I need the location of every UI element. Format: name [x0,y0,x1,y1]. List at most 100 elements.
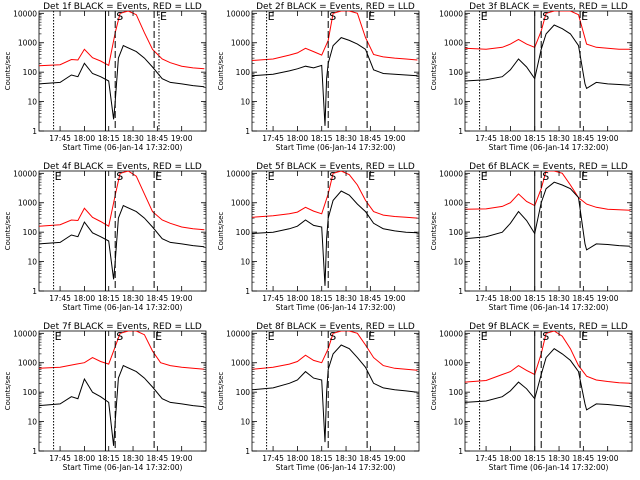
y-axis-label: Counts/sec [4,52,12,91]
x-tick-label: 17:45 [49,294,71,303]
y-tick-label: 10 [240,258,250,267]
series-line-red [39,171,205,231]
plot-frame [38,330,207,452]
x-tick-label: 17:45 [49,134,71,143]
x-axis-label: Start Time (06-Jan-14 17:32:00) [276,143,396,152]
event-marker-label: S [329,10,336,23]
y-tick-label: 100 [449,388,464,397]
y-tick-label: 10 [27,418,37,427]
x-tick-label: 18:45 [360,454,382,463]
y-tick-label: 1000 [444,199,463,208]
y-tick-label: 10000 [439,329,463,338]
event-marker-label: E [481,170,488,183]
series-line-black [252,37,418,126]
series-line-black [252,190,418,286]
x-tick-label: 18:30 [335,294,357,303]
x-axis-label: Start Time (06-Jan-14 17:32:00) [489,463,609,472]
y-tick-label: 100 [23,228,38,237]
x-axis-label: Start Time (06-Jan-14 17:32:00) [63,463,183,472]
event-marker-label: E [55,170,62,183]
event-marker-label: E [581,170,588,183]
event-marker-label: E [55,330,62,343]
plot-frame [38,170,207,292]
x-tick-label: 18:45 [147,294,169,303]
panel-title: Det 4f BLACK = Events, RED = LLD [43,162,202,172]
x-tick-label: 17:45 [262,134,284,143]
x-tick-label: 18:00 [500,134,522,143]
event-marker-label: E [368,170,375,183]
event-marker-label: E [481,10,488,23]
x-tick-label: 18:00 [74,294,96,303]
detector-panel: S E 1 10 100 1000 10000 17:45 18:00 18:15 18:30 18:… [4,2,207,152]
x-axis-label: Start Time (06-Jan-14 17:32:00) [489,143,609,152]
x-tick-label: 19:00 [171,134,193,143]
detector-panel: E S E 1 10 100 1000 10000 17:45 18:00 18:15 18:30 18… [217,322,420,472]
y-axis-label: Counts/sec [4,212,12,251]
event-marker-label: E [368,330,375,343]
y-tick-label: 100 [23,68,38,77]
detector-panel: E S E 1 10 100 1000 10000 17:45 18:00 18:15 18:30 18… [217,2,420,152]
event-marker-label: S [116,170,123,183]
panel-title: Det 2f BLACK = Events, RED = LLD [256,2,415,12]
panel-title: Det 7f BLACK = Events, RED = LLD [43,322,202,332]
series-line-red [465,331,631,384]
y-axis-label: Counts/sec [217,372,225,411]
x-tick-label: 18:45 [360,294,382,303]
y-tick-label: 100 [236,68,251,77]
y-tick-label: 10 [453,258,463,267]
event-marker-label: E [160,10,167,23]
event-marker-label: E [268,10,275,23]
series-line-red [39,11,205,70]
x-tick-label: 18:30 [548,134,570,143]
x-axis-label: Start Time (06-Jan-14 17:32:00) [276,303,396,312]
x-tick-label: 18:30 [335,454,357,463]
x-tick-label: 18:45 [573,134,595,143]
plot-frame [38,10,207,132]
event-marker-label: E [268,330,275,343]
y-tick-label: 1000 [231,199,250,208]
y-axis-label: Counts/sec [217,212,225,251]
panel-title: Det 6f BLACK = Events, RED = LLD [469,162,628,172]
x-tick-label: 18:45 [147,134,169,143]
event-marker-label: S [542,170,549,183]
series-line-red [252,171,418,219]
y-tick-label: 1 [458,447,463,456]
y-tick-label: 1000 [231,39,250,48]
x-tick-label: 17:45 [475,294,497,303]
panel-title: Det 1f BLACK = Events, RED = LLD [43,2,202,12]
x-tick-label: 18:30 [122,454,144,463]
x-tick-label: 18:30 [548,454,570,463]
x-tick-label: 19:00 [384,454,406,463]
y-axis-label: Counts/sec [430,372,438,411]
panel-title: Det 3f BLACK = Events, RED = LLD [469,2,628,12]
plot-frame [464,10,633,132]
x-tick-label: 19:00 [597,134,619,143]
x-tick-label: 18:15 [524,454,546,463]
x-tick-label: 17:45 [262,294,284,303]
y-tick-label: 1 [458,287,463,296]
y-tick-label: 100 [449,228,464,237]
plot-frame [251,330,420,452]
y-tick-label: 10000 [13,329,37,338]
x-tick-label: 18:45 [360,134,382,143]
plot-frame [464,330,633,452]
detector-panel: E S E 1 10 100 1000 10000 17:45 18:00 18:15 18:30 18… [430,162,633,312]
detector-panel: E S E 1 10 100 1000 10000 17:45 18:00 18:15 18:30 18… [4,162,207,312]
y-tick-label: 100 [236,228,251,237]
y-tick-label: 10000 [226,169,250,178]
y-tick-label: 1000 [231,359,250,368]
y-tick-label: 1 [32,287,37,296]
y-tick-label: 10 [27,98,37,107]
event-marker-label: S [542,10,549,23]
series-line-black [39,364,205,446]
x-tick-label: 18:45 [147,454,169,463]
series-line-black [39,204,205,280]
y-tick-label: 100 [23,388,38,397]
event-marker-label: S [329,330,336,343]
y-tick-label: 1 [245,127,250,136]
x-tick-label: 19:00 [171,454,193,463]
y-tick-label: 1 [32,127,37,136]
plot-frame [464,170,633,292]
x-tick-label: 18:15 [311,294,333,303]
